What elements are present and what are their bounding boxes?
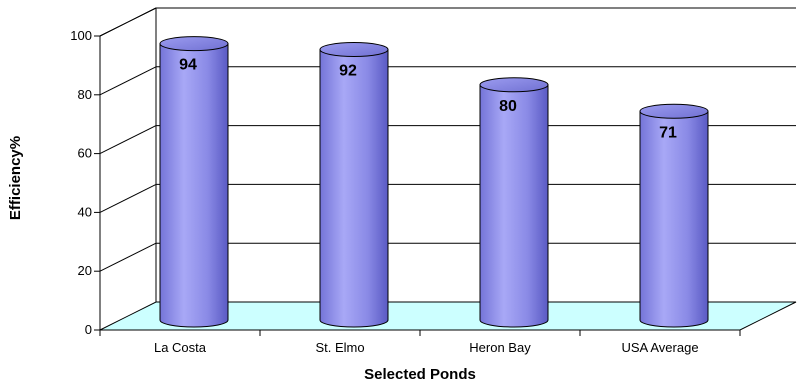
gridline-side [99, 7, 157, 37]
x-tick-label: La Costa [154, 340, 207, 355]
data-label: 80 [499, 98, 517, 115]
bar [639, 103, 709, 328]
gridline-side [99, 183, 157, 213]
y-tick-label: 80 [78, 87, 92, 102]
bar-body [479, 84, 549, 328]
y-tick-label: 60 [78, 146, 92, 161]
x-tick-label: St. Elmo [315, 340, 364, 355]
bar-body [159, 43, 229, 328]
gridline-side [99, 66, 157, 96]
y-tick-label: 40 [78, 204, 92, 219]
value-labels: 94 92 80 71 [179, 57, 677, 142]
y-tick-label: 100 [70, 28, 92, 43]
data-label: 94 [179, 57, 197, 74]
data-label: 92 [339, 63, 357, 80]
x-axis-ticks: La Costa St. Elmo Heron Bay USA Average [99, 330, 741, 355]
x-tick-label: USA Average [621, 340, 698, 355]
data-label: 71 [659, 124, 677, 141]
gridline-side [99, 125, 157, 155]
gridline-side [99, 242, 157, 272]
bar-body [319, 49, 389, 328]
y-axis-ticks: 0 20 40 60 80 100 [70, 28, 100, 337]
bar [319, 42, 389, 328]
bar-body [639, 110, 709, 328]
x-axis-title: Selected Ponds [364, 366, 476, 383]
bar-cap [159, 36, 229, 52]
bar-cap [319, 42, 389, 58]
bar-cap [639, 103, 709, 119]
x-tick-label: Heron Bay [469, 340, 531, 355]
y-tick-label: 20 [78, 263, 92, 278]
bars [159, 36, 709, 328]
bar [159, 36, 229, 328]
bar-cap [479, 77, 549, 93]
y-tick-label: 0 [85, 322, 92, 337]
bar [479, 77, 549, 328]
y-axis-title: Efficiency% [7, 136, 24, 220]
